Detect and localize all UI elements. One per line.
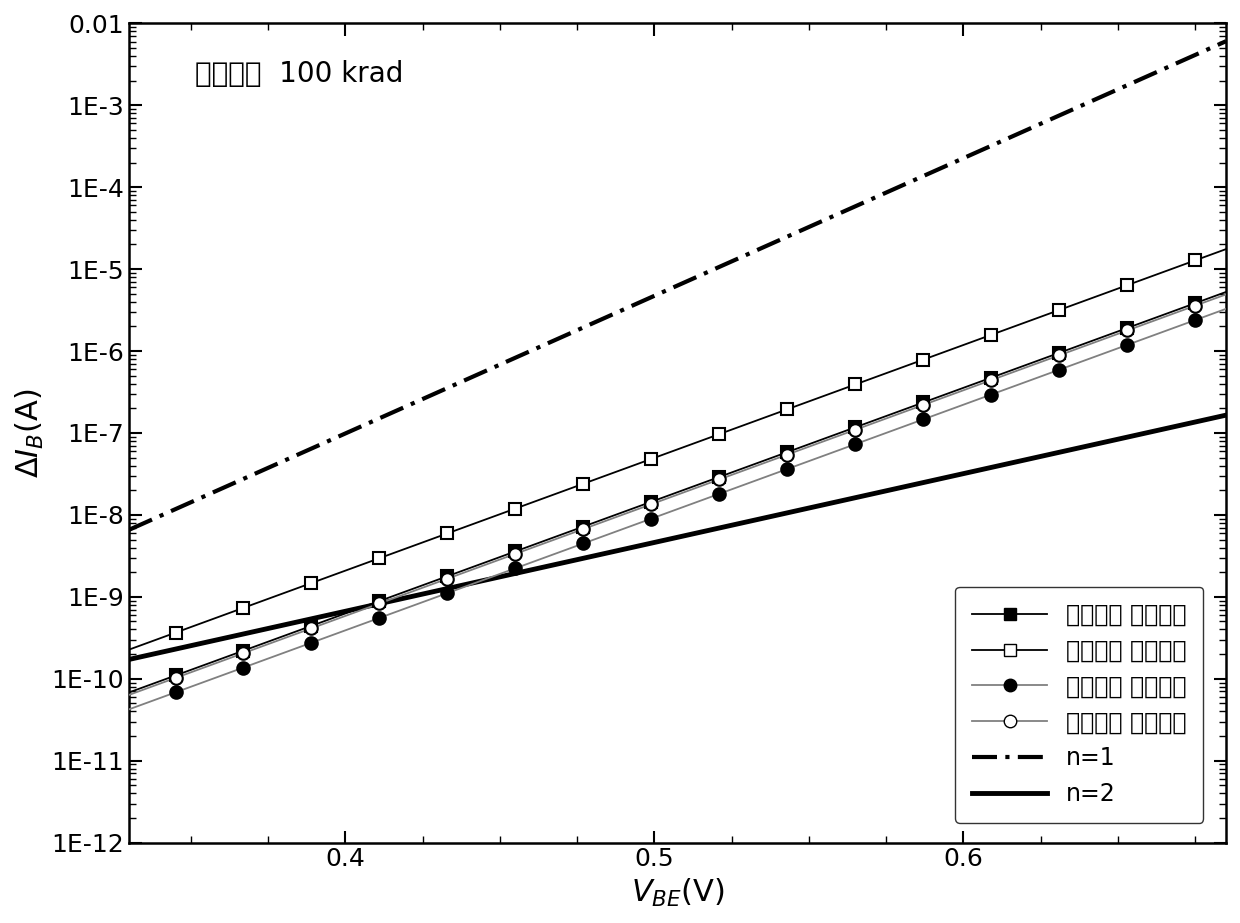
- Text: 总剂量：  100 krad: 总剂量： 100 krad: [195, 60, 403, 89]
- Legend: 原始样品 高剂量率, 原始样品 低剂量率, 加温处理 高剂量率, 加温处理 低剂量率, n=1, n=2: 原始样品 高剂量率, 原始样品 低剂量率, 加温处理 高剂量率, 加温处理 低剂…: [955, 586, 1203, 822]
- X-axis label: $V_{BE}$(V): $V_{BE}$(V): [631, 877, 724, 909]
- Y-axis label: $\Delta I_B$(A): $\Delta I_B$(A): [14, 389, 46, 478]
